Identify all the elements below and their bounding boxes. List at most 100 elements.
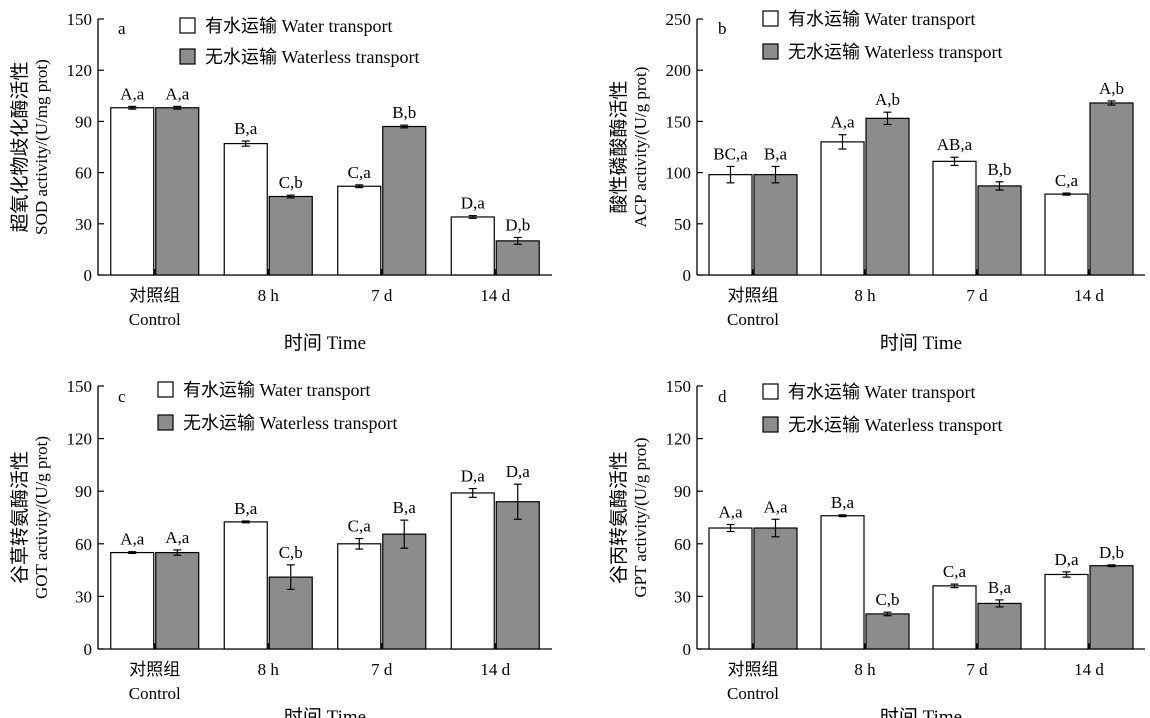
y-axis-label-cn: 谷草转氨酶活性 — [9, 451, 31, 584]
bar-water — [337, 185, 382, 276]
bar-water — [110, 107, 155, 276]
data-label: A,a — [120, 84, 145, 103]
x-tick-label: 对照组 — [129, 660, 180, 679]
bar-waterless — [865, 117, 910, 276]
y-tick-label: 150 — [666, 112, 692, 131]
legend-swatch-waterless — [762, 416, 779, 433]
data-label: B,a — [234, 119, 258, 138]
y-tick-label: 60 — [75, 164, 92, 183]
x-axis-title: 时间 Time — [880, 706, 962, 718]
data-label: D,a — [1054, 550, 1079, 569]
x-tick-label: 对照组 — [728, 660, 779, 679]
data-label: A,a — [165, 528, 190, 547]
x-axis-title: 时间 Time — [880, 332, 962, 354]
data-label: B,b — [987, 160, 1011, 179]
data-label: AB,a — [937, 135, 973, 154]
y-axis-label-cn: 超氧化物歧化酶活性 — [9, 61, 31, 232]
x-tick-label: 7 d — [371, 660, 393, 679]
data-label: A,a — [120, 530, 145, 549]
x-tick-label: 14 d — [1074, 286, 1104, 305]
legend-swatch-waterless — [179, 48, 196, 65]
x-tick-label: 8 h — [258, 660, 280, 679]
y-tick-label: 0 — [683, 640, 692, 659]
bar-water — [932, 160, 977, 276]
legend-swatch-water — [157, 381, 174, 398]
data-label: A,a — [165, 84, 190, 103]
y-tick-label: 30 — [674, 587, 691, 606]
bar-water — [450, 216, 495, 276]
x-tick-label: Control — [129, 684, 181, 703]
data-label: A,a — [830, 113, 855, 132]
bar-water — [110, 551, 155, 650]
x-axis-title: 时间 Time — [284, 332, 366, 354]
bar-water — [820, 141, 865, 276]
legend-swatch-water — [762, 383, 779, 400]
legend-label-waterless: 无水运输 Waterless transport — [205, 47, 420, 67]
bar-water — [1044, 193, 1089, 276]
y-tick-label: 50 — [674, 215, 691, 234]
x-tick-label: 7 d — [966, 286, 988, 305]
panel-letter: c — [118, 387, 126, 406]
legend-swatch-water — [762, 10, 779, 27]
data-label: D,a — [461, 467, 486, 486]
data-label: C,a — [348, 163, 372, 182]
data-label: A,b — [875, 90, 900, 109]
panel-letter: d — [718, 387, 727, 406]
x-tick-label: Control — [129, 310, 181, 329]
data-label: C,b — [279, 173, 303, 192]
legend-label-waterless: 无水运输 Waterless transport — [183, 413, 398, 433]
data-label: A,a — [763, 497, 788, 516]
panel-letter: b — [718, 19, 727, 38]
y-tick-label: 30 — [75, 215, 92, 234]
y-tick-label: 120 — [666, 430, 692, 449]
bar-waterless — [1089, 565, 1134, 650]
data-label: B,a — [393, 498, 417, 517]
y-axis-label-en: SOD activity/(U/mg prot) — [32, 59, 51, 235]
bar-waterless — [865, 613, 910, 650]
bar-waterless — [495, 501, 540, 650]
data-label: C,a — [348, 517, 372, 536]
y-tick-label: 60 — [674, 535, 691, 554]
x-tick-label: 8 h — [258, 286, 280, 305]
x-tick-label: Control — [727, 310, 779, 329]
bar-waterless — [268, 195, 313, 276]
y-tick-label: 150 — [67, 10, 93, 29]
y-tick-label: 150 — [67, 377, 93, 396]
y-tick-label: 0 — [683, 266, 692, 285]
data-label: C,a — [1055, 171, 1079, 190]
y-tick-label: 0 — [84, 266, 93, 285]
bar-waterless — [1089, 102, 1134, 276]
data-label: C,b — [279, 543, 303, 562]
y-tick-label: 0 — [84, 640, 93, 659]
y-tick-label: 120 — [67, 430, 93, 449]
x-tick-label: 对照组 — [728, 286, 779, 305]
x-tick-label: 14 d — [480, 660, 510, 679]
bar-water — [708, 174, 753, 276]
data-label: D,a — [461, 194, 486, 213]
y-tick-label: 120 — [67, 61, 93, 80]
x-tick-label: 7 d — [966, 660, 988, 679]
bar-waterless — [753, 174, 798, 276]
legend-swatch-waterless — [157, 414, 174, 431]
y-axis-label-en: ACP activity/(U/g prot) — [631, 67, 650, 228]
data-label: B,a — [234, 499, 258, 518]
x-tick-label: 7 d — [371, 286, 393, 305]
panel-d: 0 30 60 90 120 150 谷丙转氨酶活性 GPT activity/(U/g pr… — [608, 377, 1145, 718]
data-label: D,a — [506, 462, 531, 481]
bar-waterless — [382, 125, 427, 276]
legend-label-water: 有水运输 Water transport — [788, 9, 976, 29]
panel-c: 0 30 60 90 120 150 谷草转氨酶活性 GOT activity/(U/g pr… — [9, 377, 552, 718]
x-tick-label: 14 d — [480, 286, 510, 305]
y-axis-label-cn: 酸性磷酸酶活性 — [608, 80, 630, 213]
y-tick-label: 60 — [75, 535, 92, 554]
data-label: BC,a — [713, 144, 748, 163]
x-tick-label: 8 h — [854, 286, 876, 305]
bar-waterless — [977, 602, 1022, 650]
bar-waterless — [977, 185, 1022, 276]
data-label: D,b — [1099, 543, 1124, 562]
bar-water — [223, 521, 268, 650]
legend-swatch-waterless — [762, 43, 779, 60]
panel-b: 0 50 100 150 200 250 酸性磷酸酶活性 ACP activity/(U/g … — [608, 9, 1145, 354]
bar-waterless — [155, 107, 200, 276]
y-tick-label: 100 — [666, 164, 692, 183]
